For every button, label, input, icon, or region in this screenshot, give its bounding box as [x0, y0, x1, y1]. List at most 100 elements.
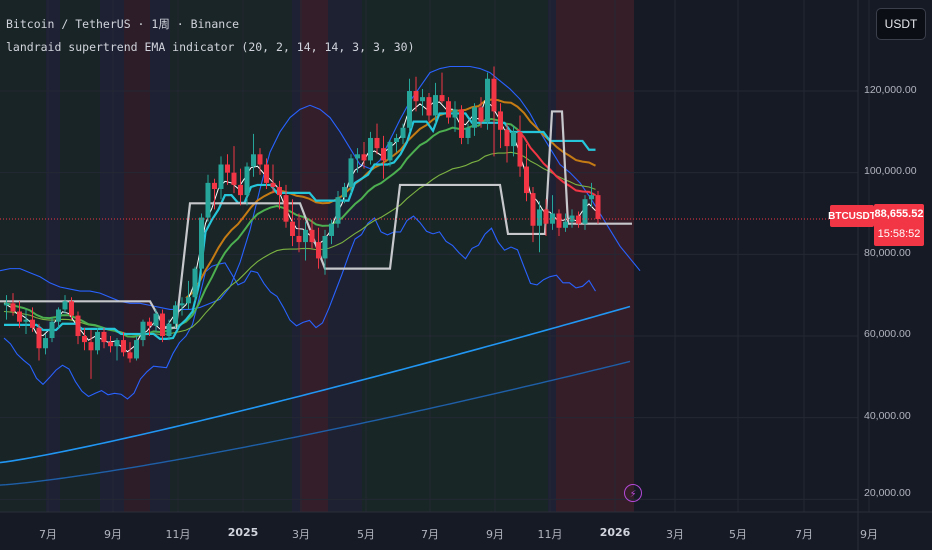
candle-body [381, 148, 386, 161]
candle-body [101, 331, 107, 343]
indicator-legend[interactable]: landraid supertrend EMA indicator (20, 2… [6, 40, 415, 54]
time-axis-label: 7月 [421, 528, 439, 541]
candle-body [459, 109, 464, 138]
price-axis-label: 100,000.00 [864, 165, 917, 177]
candle-body [296, 235, 302, 243]
candle-body [485, 78, 490, 122]
candle-body [160, 313, 165, 336]
candle-body [303, 229, 308, 243]
time-axis-label: 7月 [39, 528, 57, 541]
time-axis-label: 3月 [292, 528, 310, 541]
candle-body [355, 154, 360, 159]
regime-band [362, 0, 548, 512]
candle-body [283, 195, 289, 222]
regime-band [292, 0, 300, 512]
candle-body [95, 331, 100, 351]
candle-body [439, 95, 445, 102]
candle-body [140, 321, 146, 341]
price-axis-label: 60,000.00 [864, 328, 911, 340]
candle-body [400, 127, 406, 138]
candle-body [134, 340, 139, 359]
regime-band [556, 0, 634, 512]
candle-body [504, 129, 510, 147]
symbol-legend[interactable]: Bitcoin / TetherUS · 1周 · Binance [6, 17, 240, 31]
candle-body [348, 158, 354, 187]
symbol-price-tag: BTCUSDT [828, 205, 876, 227]
time-axis-label: 11月 [165, 528, 191, 541]
candle-body [270, 182, 276, 187]
candle-body [491, 78, 497, 112]
candle-body [556, 213, 562, 228]
candle-body [192, 268, 198, 298]
candle-body [569, 215, 575, 222]
time-axis-label: 2025 [227, 526, 259, 539]
candle-body [530, 193, 536, 226]
candle-body [582, 199, 588, 224]
candle-body [465, 127, 471, 138]
candle-body [17, 311, 22, 322]
candle-body [179, 303, 185, 306]
candle-body [257, 154, 263, 165]
time-axis-label: 7月 [795, 528, 813, 541]
candle-body [186, 297, 191, 304]
candle-body [595, 195, 601, 219]
candle-body [199, 217, 204, 269]
candle-body [231, 172, 237, 185]
candle-body [238, 184, 243, 196]
currency-button[interactable]: USDT [876, 8, 926, 40]
candle-body [511, 131, 516, 147]
candle-body [244, 166, 250, 196]
time-axis-label: 5月 [729, 528, 747, 541]
candle-body [43, 338, 48, 349]
candle-body [335, 197, 341, 224]
regime-band [100, 0, 124, 512]
candle-body [589, 195, 594, 200]
candle-body [433, 95, 438, 116]
ema-200-line [0, 360, 631, 486]
candle-body [147, 321, 152, 326]
time-axis-label: 9月 [860, 528, 878, 541]
supertrend-teal-line [4, 112, 596, 340]
candle-body [517, 131, 523, 167]
regime-band [150, 0, 170, 512]
candle-body [322, 235, 328, 259]
candle-body [329, 223, 334, 236]
candle-body [342, 186, 347, 198]
regime-band [0, 0, 46, 512]
candle-body [218, 164, 224, 189]
candle-body [88, 342, 94, 351]
candle-body [121, 340, 126, 353]
candle-body [290, 221, 295, 236]
candle-body [114, 340, 120, 347]
candle-body [166, 323, 172, 336]
time-axis-label: 9月 [486, 528, 504, 541]
candle-body [153, 313, 159, 326]
price-axis-label: 80,000.00 [864, 247, 911, 259]
candle-body [420, 97, 425, 102]
candle-body [446, 101, 451, 118]
price-axis-label: 120,000.00 [864, 84, 917, 96]
candle-body [374, 137, 380, 149]
price-axis-label: 40,000.00 [864, 410, 911, 422]
candle-body [576, 215, 581, 224]
candle-body [426, 97, 432, 116]
candle-body [498, 111, 503, 130]
candle-body [472, 107, 477, 128]
candle-body [407, 91, 412, 128]
candle-body [394, 137, 399, 143]
candle-body [30, 319, 35, 328]
candle-body [543, 209, 549, 224]
time-axis-label: 3月 [666, 528, 684, 541]
candle-body [316, 242, 321, 259]
candle-body [173, 305, 178, 324]
last-price-tag: 88,655.52 15:58:52 [874, 204, 924, 246]
regime-band [548, 0, 556, 512]
regime-band [124, 0, 150, 512]
candle-body [56, 309, 61, 322]
candle-body [524, 166, 529, 194]
time-axis-label: 11月 [537, 528, 563, 541]
candle-body [225, 164, 230, 173]
lightning-icon[interactable]: ⚡ [624, 484, 642, 502]
